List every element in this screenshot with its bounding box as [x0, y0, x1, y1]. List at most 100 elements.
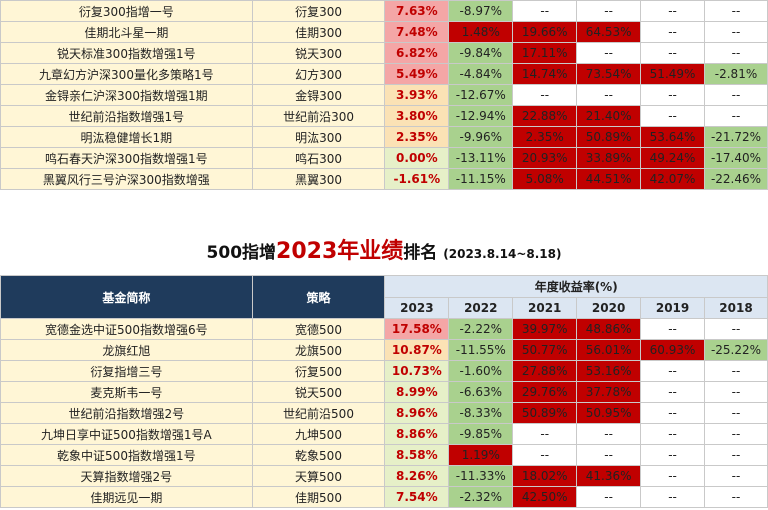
return-2020-cell: --	[576, 486, 642, 508]
return-2018-cell: --	[704, 486, 768, 508]
fund-name-cell: 衍复指增三号	[0, 360, 253, 382]
return-2020-cell: 50.89%	[576, 126, 642, 148]
header-year: 2022	[448, 297, 514, 319]
strategy-cell: 世纪前沿500	[251, 402, 386, 424]
table-row: 九章幻方沪深300量化多策略1号 幻方300 5.49% -4.84% 14.74% 73…	[0, 63, 768, 85]
return-2021-cell: 17.11%	[512, 42, 578, 64]
return-2020-cell: 37.78%	[576, 381, 642, 403]
return-2019-cell: --	[640, 444, 706, 466]
strategy-cell: 佳期500	[251, 486, 386, 508]
table-row: 黑翼风行三号沪深300指数增强 黑翼300 -1.61% -11.15% 5.08% 44…	[0, 168, 768, 190]
strategy-cell: 幻方300	[251, 63, 386, 85]
strategy-cell: 九坤500	[251, 423, 386, 445]
return-2022-cell: -8.97%	[448, 0, 514, 22]
return-2020-cell: --	[576, 444, 642, 466]
return-2022-cell: -11.15%	[448, 168, 514, 190]
return-2018-cell: --	[704, 84, 768, 106]
strategy-cell: 龙旗500	[251, 339, 386, 361]
return-2021-cell: 2.35%	[512, 126, 578, 148]
strategy-cell: 锐天500	[251, 381, 386, 403]
fund-name-cell: 佳期北斗星一期	[0, 21, 253, 43]
return-2022-cell: -12.67%	[448, 84, 514, 106]
return-2021-cell: --	[512, 84, 578, 106]
table-row: 衍复300指增一号 衍复300 7.63% -8.97% -- -- -- --	[0, 0, 768, 22]
return-2020-cell: --	[576, 42, 642, 64]
fund-name-cell: 乾象中证500指数增强1号	[0, 444, 253, 466]
table-row: 佳期远见一期 佳期500 7.54% -2.32% 42.50% -- -- --	[0, 486, 768, 508]
return-2020-cell: --	[576, 423, 642, 445]
return-2019-cell: --	[640, 0, 706, 22]
return-2019-cell: --	[640, 423, 706, 445]
return-2023-cell: 10.87%	[384, 339, 450, 361]
strategy-cell: 天算500	[251, 465, 386, 487]
return-2023-cell: 7.63%	[384, 0, 450, 22]
strategy-cell: 明汯300	[251, 126, 386, 148]
return-2018-cell: -2.81%	[704, 63, 768, 85]
return-2019-cell: 51.49%	[640, 63, 706, 85]
return-2019-cell: --	[640, 42, 706, 64]
return-2023-cell: 7.54%	[384, 486, 450, 508]
return-2021-cell: 39.97%	[512, 318, 578, 340]
fund-name-cell: 天算指数增强2号	[0, 465, 253, 487]
table-row: 乾象中证500指数增强1号 乾象500 8.58% 1.19% -- -- -- --	[0, 444, 768, 466]
return-2018-cell: --	[704, 42, 768, 64]
return-2021-cell: 19.66%	[512, 21, 578, 43]
return-2022-cell: -8.33%	[448, 402, 514, 424]
return-2022-cell: -4.84%	[448, 63, 514, 85]
return-2023-cell: 8.58%	[384, 444, 450, 466]
return-2020-cell: --	[576, 84, 642, 106]
return-2020-cell: 50.95%	[576, 402, 642, 424]
title-period: (2023.8.14~8.18)	[443, 247, 562, 261]
return-2019-cell: --	[640, 84, 706, 106]
title-prefix: 500指增	[206, 243, 277, 263]
return-2021-cell: 20.93%	[512, 147, 578, 169]
table-row: 锐天标准300指数增强1号 锐天300 6.82% -9.84% 17.11% -- -- -…	[0, 42, 768, 64]
return-2021-cell: 5.08%	[512, 168, 578, 190]
return-2018-cell: --	[704, 465, 768, 487]
fund-name-cell: 九章幻方沪深300量化多策略1号	[0, 63, 253, 85]
return-2019-cell: --	[640, 402, 706, 424]
return-2019-cell: --	[640, 381, 706, 403]
return-2018-cell: --	[704, 444, 768, 466]
return-2023-cell: 3.93%	[384, 84, 450, 106]
return-2023-cell: 6.82%	[384, 42, 450, 64]
return-2018-cell: -22.46%	[704, 168, 768, 190]
return-2019-cell: --	[640, 318, 706, 340]
fund-name-cell: 黑翼风行三号沪深300指数增强	[0, 168, 253, 190]
return-2023-cell: 2.35%	[384, 126, 450, 148]
return-2021-cell: --	[512, 444, 578, 466]
strategy-cell: 衍复300	[251, 0, 386, 22]
header-year: 2019	[640, 297, 706, 319]
return-2021-cell: 50.89%	[512, 402, 578, 424]
return-2022-cell: -1.60%	[448, 360, 514, 382]
header-fund-name: 基金简称	[0, 275, 253, 319]
return-2020-cell: --	[576, 0, 642, 22]
title-highlight: 2023年业绩	[276, 239, 404, 264]
strategy-cell: 衍复500	[251, 360, 386, 382]
header-year: 2020	[576, 297, 642, 319]
return-2022-cell: -2.22%	[448, 318, 514, 340]
fund-name-cell: 衍复300指增一号	[0, 0, 253, 22]
return-2020-cell: 53.16%	[576, 360, 642, 382]
table-row: 佳期北斗星一期 佳期300 7.48% 1.48% 19.66% 64.53% -- --	[0, 21, 768, 43]
strategy-cell: 鸣石300	[251, 147, 386, 169]
header-strategy: 策略	[251, 275, 386, 319]
header-year: 2021	[512, 297, 578, 319]
fund-name-cell: 世纪前沿指数增强1号	[0, 105, 253, 127]
return-2023-cell: 8.96%	[384, 402, 450, 424]
return-2022-cell: -2.32%	[448, 486, 514, 508]
table-row: 天算指数增强2号 天算500 8.26% -11.33% 18.02% 41.36% -- -…	[0, 465, 768, 487]
table-row: 九坤日享中证500指数增强1号A 九坤500 8.86% -9.85% -- -- -- --	[0, 423, 768, 445]
return-2023-cell: 17.58%	[384, 318, 450, 340]
section-title: 500指增2023年业绩排名 (2023.8.14~8.18)	[0, 233, 768, 265]
table-row: 世纪前沿指数增强2号 世纪前沿500 8.96% -8.33% 50.89% 50.95%…	[0, 402, 768, 424]
return-2018-cell: --	[704, 318, 768, 340]
return-2021-cell: 27.88%	[512, 360, 578, 382]
return-2023-cell: 7.48%	[384, 21, 450, 43]
return-2018-cell: --	[704, 402, 768, 424]
return-2022-cell: -13.11%	[448, 147, 514, 169]
return-2023-cell: 8.86%	[384, 423, 450, 445]
table-row: 世纪前沿指数增强1号 世纪前沿300 3.80% -12.94% 22.88% 21.40…	[0, 105, 768, 127]
strategy-cell: 乾象500	[251, 444, 386, 466]
fund-name-cell: 明汯稳健增长1期	[0, 126, 253, 148]
